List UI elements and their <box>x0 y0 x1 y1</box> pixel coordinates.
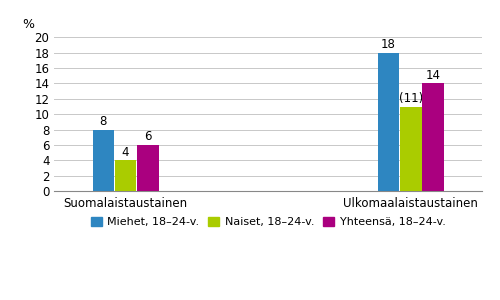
Text: (11): (11) <box>398 92 423 105</box>
Bar <box>137 145 158 191</box>
Text: 8: 8 <box>100 115 107 128</box>
Bar <box>400 106 421 191</box>
Bar <box>92 130 114 191</box>
Bar <box>378 52 399 191</box>
Legend: Miehet, 18–24-v., Naiset, 18–24-v., Yhteensä, 18–24-v.: Miehet, 18–24-v., Naiset, 18–24-v., Yhte… <box>86 213 451 232</box>
Bar <box>115 160 136 191</box>
Text: 18: 18 <box>381 38 396 51</box>
Text: 14: 14 <box>426 68 440 82</box>
Y-axis label: %: % <box>22 18 34 31</box>
Bar <box>422 83 444 191</box>
Text: 4: 4 <box>122 146 130 158</box>
Text: 6: 6 <box>144 130 152 143</box>
